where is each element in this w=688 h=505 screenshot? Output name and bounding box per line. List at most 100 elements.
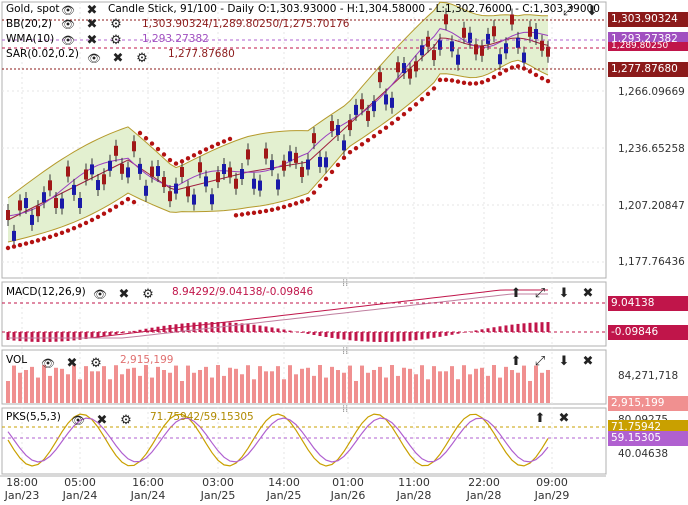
volume-bar: [60, 368, 64, 403]
time-tick: 05:00 Jan/24: [50, 476, 110, 502]
macd-histogram-bar: [420, 332, 424, 340]
close-icon[interactable]: ✖: [582, 353, 594, 369]
macd-histogram-bar: [312, 332, 316, 335]
close-icon[interactable]: ✖: [86, 16, 98, 32]
macd-histogram-bar: [180, 323, 184, 332]
volume-bar: [462, 365, 466, 403]
sar-dot: [359, 142, 365, 147]
move-up-icon[interactable]: ⬆: [510, 285, 522, 301]
gear-icon[interactable]: ⚙: [110, 16, 122, 32]
sar-name: SAR(0.02,0.2): [6, 48, 79, 60]
candle-body: [390, 97, 394, 108]
expand-icon[interactable]: ⤢: [534, 285, 546, 301]
macd-histogram-bar: [108, 332, 112, 336]
candles: [6, 8, 550, 247]
gear-icon[interactable]: ⚙: [90, 355, 102, 371]
ohlc-readout: O:1,303.93000 - H:1,304.58000 - L:1,302.…: [258, 3, 600, 15]
candle-body: [12, 230, 16, 241]
close-icon[interactable]: ✖: [86, 32, 98, 48]
sar-dot: [131, 199, 137, 205]
candle-body: [234, 178, 238, 189]
time-tick-date: Jan/25: [200, 489, 236, 502]
macd-histogram-bar: [114, 332, 118, 335]
sar-dot: [179, 159, 185, 164]
candle-body: [414, 61, 418, 72]
eye-icon[interactable]: 👁: [93, 287, 107, 301]
candle-body: [252, 178, 256, 189]
sar-dot: [305, 197, 311, 202]
macd-histogram-bar: [354, 332, 358, 341]
sar-dot: [401, 111, 407, 117]
gear-icon[interactable]: ⚙: [142, 286, 154, 302]
close-icon[interactable]: ✖: [66, 355, 78, 371]
macd-histogram-bar: [102, 332, 106, 337]
bb-name: BB(20,2): [6, 18, 52, 30]
volume-bar: [246, 365, 250, 403]
volume-bar: [54, 367, 58, 403]
volume-bar: [66, 374, 70, 403]
macd-histogram-bar: [30, 332, 34, 342]
move-down-icon[interactable]: ⬇: [558, 353, 570, 369]
close-icon[interactable]: ✖: [96, 412, 108, 428]
move-up-icon[interactable]: ⬆: [534, 410, 546, 426]
candle-body: [264, 148, 268, 159]
wma-line: [7, 28, 549, 217]
expand-icon[interactable]: ⤢: [534, 353, 546, 369]
macd-histogram-bar: [360, 332, 364, 342]
sar-dot: [191, 153, 197, 158]
expand-icon[interactable]: ⤢: [562, 3, 574, 19]
macd-histogram-bar: [204, 322, 208, 332]
candle-body: [24, 198, 28, 209]
gear-icon[interactable]: ⚙: [120, 412, 132, 428]
gear-icon[interactable]: ⚙: [136, 50, 148, 66]
candle-body: [534, 29, 538, 40]
pks-tick: 40.04638: [618, 448, 669, 460]
eye-icon[interactable]: 👁: [61, 3, 75, 17]
time-tick-time: 05:00: [64, 476, 96, 489]
sar-toolbar: 👁 ✖ ⚙: [82, 49, 154, 67]
bb-band-fill: [8, 2, 548, 243]
candle-body: [294, 152, 298, 163]
close-icon[interactable]: ✖: [86, 2, 98, 18]
volume-bar: [174, 365, 178, 403]
candle-body: [282, 160, 286, 171]
drag-handle[interactable]: ⁞⁞: [342, 404, 348, 415]
eye-icon[interactable]: 👁: [61, 17, 75, 31]
macd-histogram-bar: [258, 325, 262, 332]
sar-dot: [539, 76, 545, 81]
gear-icon[interactable]: ⚙: [110, 32, 122, 48]
close-icon[interactable]: ✖: [558, 410, 570, 426]
sar-dot: [443, 77, 449, 83]
sar-dot: [497, 71, 503, 76]
sar-dot: [143, 136, 149, 141]
sar-dot: [11, 244, 17, 249]
eye-icon[interactable]: 👁: [61, 33, 75, 47]
minimize-icon[interactable]: ⬇: [586, 3, 598, 19]
sar-dot: [437, 77, 443, 83]
eye-icon[interactable]: 👁: [87, 51, 101, 65]
move-down-icon[interactable]: ⬇: [558, 285, 570, 301]
volume-bar: [312, 375, 316, 403]
sar-dot: [299, 199, 305, 204]
close-icon[interactable]: ✖: [112, 50, 124, 66]
drag-handle[interactable]: ⁞⁞: [342, 346, 348, 357]
eye-icon[interactable]: 👁: [71, 413, 85, 427]
eye-icon[interactable]: 👁: [41, 356, 55, 370]
close-icon[interactable]: ✖: [582, 285, 594, 301]
close-icon[interactable]: ✖: [118, 286, 130, 302]
grid: [2, 2, 606, 474]
macd-histogram-bar: [504, 325, 508, 332]
macd-histogram-bar: [150, 327, 154, 332]
drag-handle[interactable]: ⁞⁞: [342, 278, 348, 289]
time-tick-time: 18:00: [6, 476, 38, 489]
candle-body: [180, 166, 184, 177]
volume-bars: [6, 365, 550, 403]
time-tick: 09:00 Jan/29: [522, 476, 582, 502]
volume-bar: [294, 374, 298, 403]
candle-body: [18, 200, 22, 211]
macd-histogram-bar: [246, 324, 250, 332]
move-up-icon[interactable]: ⬆: [510, 353, 522, 369]
volume-bar: [426, 379, 430, 403]
candle-body: [30, 214, 34, 225]
volume-bar: [498, 377, 502, 403]
